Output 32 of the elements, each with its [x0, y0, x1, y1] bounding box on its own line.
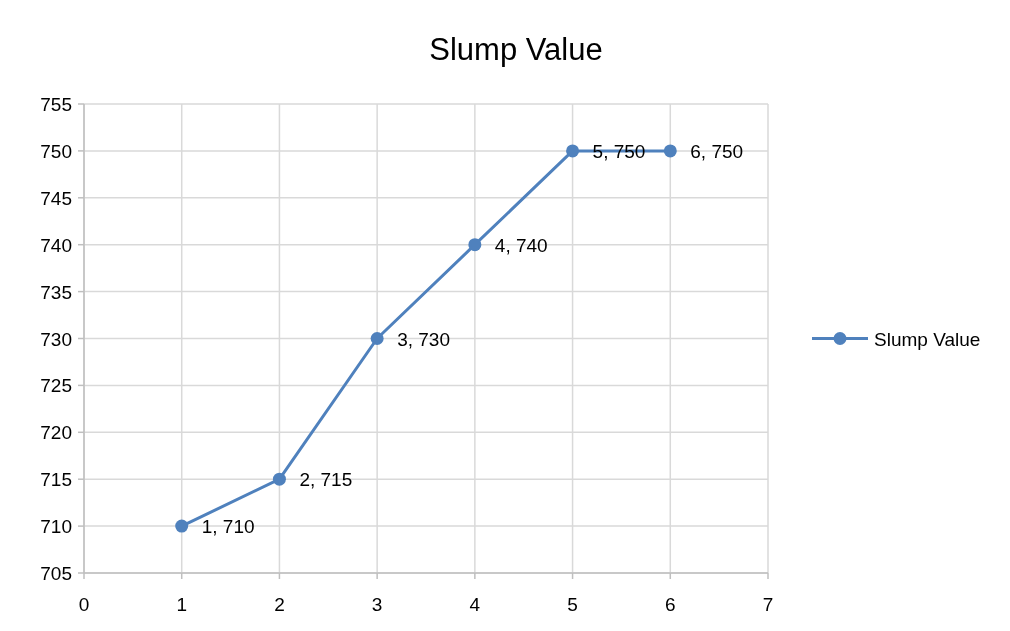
- data-label: 4, 740: [494, 234, 548, 256]
- y-tick-label: 750: [40, 140, 72, 162]
- x-tick-label: 7: [762, 594, 774, 615]
- y-tick-label: 705: [40, 563, 72, 584]
- x-tick-label: 0: [78, 594, 90, 615]
- point: [468, 238, 482, 252]
- y-tick-label: 740: [40, 234, 72, 256]
- point: [272, 472, 286, 486]
- y-tick-label: 715: [40, 469, 72, 491]
- y-tick-label: 745: [40, 187, 72, 209]
- y-tick-label: 720: [40, 422, 72, 444]
- x-tick-label: 6: [665, 594, 676, 615]
- data-label: 1, 710: [201, 516, 255, 538]
- y-tick-label: 735: [40, 281, 72, 303]
- chart-title: Slump Value: [429, 32, 603, 67]
- point: [663, 144, 677, 158]
- x-tick-label: 2: [274, 594, 285, 615]
- legend-label: Slump Value: [874, 328, 981, 350]
- y-tick-label: 710: [40, 516, 72, 538]
- y-tick-label: 755: [40, 94, 72, 115]
- x-tick-label: 5: [567, 594, 578, 615]
- data-label: 6, 750: [690, 140, 744, 162]
- data-label: 3, 730: [397, 328, 450, 350]
- x-tick-label: 3: [371, 594, 383, 615]
- y-tick-label: 730: [40, 328, 72, 350]
- point: [175, 519, 189, 533]
- point: [566, 144, 580, 158]
- point: [370, 332, 384, 345]
- x-tick-label: 1: [176, 594, 187, 615]
- data-label: 2, 715: [299, 469, 353, 491]
- y-tick-label: 725: [40, 375, 72, 397]
- x-tick-label: 4: [469, 594, 481, 615]
